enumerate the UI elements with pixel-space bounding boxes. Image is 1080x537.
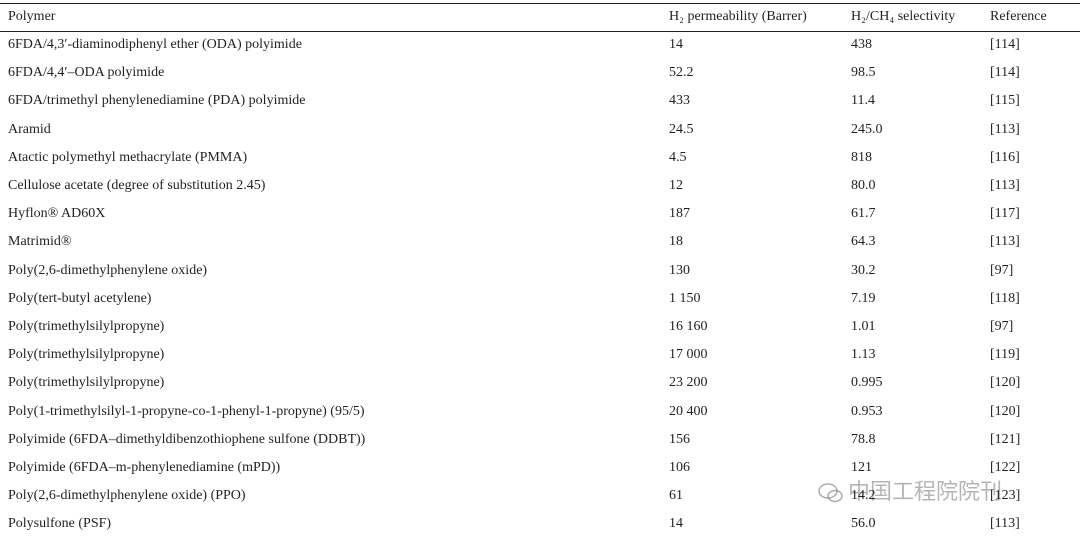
cell-selectivity: 80.0 <box>851 178 876 193</box>
cell-polymer: Poly(trimethylsilylpropyne) <box>8 347 165 363</box>
cell-permeability: 130 <box>669 262 690 278</box>
cell-selectivity: 438 <box>851 37 872 52</box>
cell-selectivity: 30.2 <box>851 262 876 278</box>
watermark-icon <box>818 483 843 503</box>
cell-selectivity: 11.4 <box>851 93 875 109</box>
cell-reference: [123] <box>990 488 1021 504</box>
cell-permeability: 433 <box>669 93 690 109</box>
cell-reference: [113] <box>990 121 1020 137</box>
cell-reference: [118] <box>990 290 1020 306</box>
cell-reference: [117] <box>990 206 1020 222</box>
cell-selectivity: 0.953 <box>851 403 883 419</box>
cell-reference: [113] <box>990 234 1020 250</box>
header-polymer: Polymer <box>8 9 56 24</box>
cell-polymer: Poly(2,6-dimethylphenylene oxide) <box>8 262 208 278</box>
cell-reference: [121] <box>990 431 1021 447</box>
cell-reference: [114] <box>990 37 1020 52</box>
cell-reference: [113] <box>990 178 1020 193</box>
cell-reference: [97] <box>990 319 1014 334</box>
cell-polymer: Matrimid® <box>8 234 72 250</box>
cell-selectivity: 7.19 <box>851 290 876 306</box>
cell-selectivity: 0.995 <box>851 375 883 391</box>
cell-permeability: 24.5 <box>669 121 694 137</box>
cell-polymer: Hyflon® AD60X <box>8 206 106 222</box>
header-permeability: H₂ permeability (Barrer) <box>669 9 807 24</box>
cell-permeability: 187 <box>669 206 690 222</box>
cell-selectivity: 818 <box>851 149 872 165</box>
cell-selectivity: 98.5 <box>851 65 876 81</box>
cell-selectivity: 14.2 <box>851 488 876 504</box>
cell-selectivity: 121 <box>851 460 872 475</box>
cell-polymer: Poly(trimethylsilylpropyne) <box>8 319 165 334</box>
cell-polymer: Poly(tert-butyl acetylene) <box>8 290 152 306</box>
cell-permeability: 17 000 <box>669 347 708 363</box>
cell-selectivity: 56.0 <box>851 516 876 532</box>
cell-polymer: Polyimide (6FDA–m-phenylenediamine (mPD)… <box>8 460 281 475</box>
cell-permeability: 20 400 <box>669 403 708 419</box>
cell-selectivity: 78.8 <box>851 431 876 447</box>
cell-polymer: 6FDA/4,4′–ODA polyimide <box>8 65 165 81</box>
cell-polymer: 6FDA/4,3′-diaminodiphenyl ether (ODA) po… <box>8 37 302 52</box>
cell-permeability: 4.5 <box>669 149 687 165</box>
top-rule <box>0 3 1080 4</box>
cell-reference: [119] <box>990 347 1020 363</box>
cell-permeability: 12 <box>669 178 683 193</box>
cell-selectivity: 1.01 <box>851 319 876 334</box>
cell-reference: [114] <box>990 65 1020 81</box>
cell-selectivity: 245.0 <box>851 121 883 137</box>
cell-reference: [115] <box>990 93 1020 109</box>
watermark: 中国工程院院刊 <box>818 474 1002 506</box>
cell-selectivity: 61.7 <box>851 206 876 222</box>
cell-polymer: Aramid <box>8 121 51 137</box>
header-reference: Reference <box>990 9 1047 24</box>
cell-permeability: 14 <box>669 516 683 532</box>
cell-reference: [120] <box>990 375 1021 391</box>
cell-polymer: Polyimide (6FDA–dimethyldibenzothiophene… <box>8 431 366 447</box>
cell-polymer: Poly(2,6-dimethylphenylene oxide) (PPO) <box>8 488 246 504</box>
watermark-text: 中国工程院院刊 <box>848 480 1003 505</box>
cell-reference: [122] <box>990 460 1021 475</box>
cell-reference: [113] <box>990 516 1020 532</box>
cell-permeability: 16 160 <box>669 319 708 334</box>
header-rule <box>0 31 1080 32</box>
cell-permeability: 156 <box>669 431 690 447</box>
cell-selectivity: 1.13 <box>851 347 876 363</box>
cell-reference: [120] <box>990 403 1021 419</box>
cell-polymer: Poly(1-trimethylsilyl-1-propyne-co-1-phe… <box>8 403 365 419</box>
cell-permeability: 61 <box>669 488 683 504</box>
cell-permeability: 23 200 <box>669 375 708 391</box>
cell-reference: [116] <box>990 149 1020 165</box>
cell-polymer: Cellulose acetate (degree of substitutio… <box>8 178 266 193</box>
cell-reference: [97] <box>990 262 1014 278</box>
cell-permeability: 106 <box>669 460 690 475</box>
cell-polymer: Atactic polymethyl methacrylate (PMMA) <box>8 149 248 165</box>
cell-polymer: Polysulfone (PSF) <box>8 516 112 532</box>
header-selectivity: H₂/CH₄ selectivity <box>851 9 956 24</box>
cell-selectivity: 64.3 <box>851 234 876 250</box>
cell-polymer: Poly(trimethylsilylpropyne) <box>8 375 165 391</box>
cell-permeability: 14 <box>669 37 683 52</box>
cell-permeability: 18 <box>669 234 683 250</box>
cell-permeability: 1 150 <box>669 290 701 306</box>
cell-polymer: 6FDA/trimethyl phenylenediamine (PDA) po… <box>8 93 306 109</box>
cell-permeability: 52.2 <box>669 65 694 81</box>
